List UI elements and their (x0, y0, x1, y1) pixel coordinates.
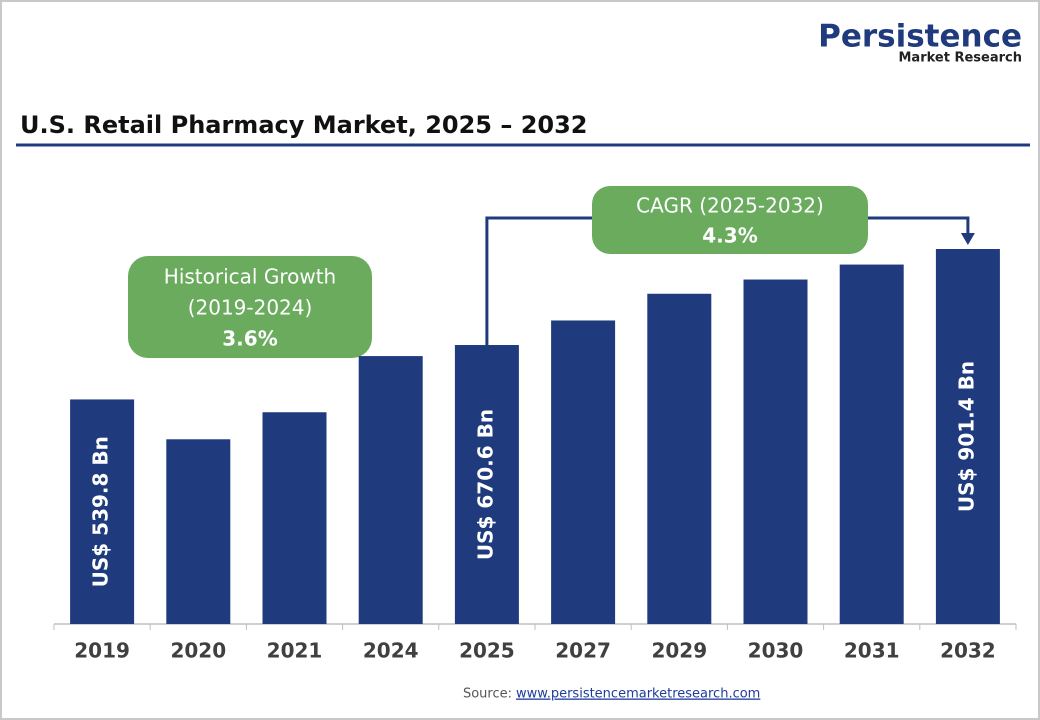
x-tick-label: 2025 (459, 639, 515, 663)
logo-name: Persistence (818, 19, 1022, 55)
bar (647, 293, 712, 624)
data-label: US$ 539.8 Bn (89, 436, 113, 587)
bar (262, 412, 327, 624)
bar (839, 264, 904, 624)
source-link[interactable]: www.persistencemarketresearch.com (516, 687, 760, 702)
annotation-text: CAGR (2025-2032) (636, 194, 824, 218)
chart-title: U.S. Retail Pharmacy Market, 2025 – 2032 (20, 111, 588, 139)
source-label: Source: (463, 687, 512, 702)
annotation-value: 4.3% (702, 224, 757, 248)
x-tick-label: 2020 (170, 639, 226, 663)
bar (358, 356, 423, 624)
x-tick-label: 2021 (267, 639, 323, 663)
bar (166, 439, 231, 624)
x-tick-label: 2030 (748, 639, 804, 663)
annotation-text: (2019-2024) (188, 296, 313, 320)
data-label: US$ 901.4 Bn (954, 361, 978, 512)
bar (743, 279, 808, 624)
x-tick-label: 2024 (363, 639, 419, 663)
bar (551, 320, 616, 624)
annotation-box (128, 256, 372, 358)
x-tick-label: 2019 (74, 639, 130, 663)
annotation-value: 3.6% (222, 327, 277, 351)
bar (454, 345, 519, 624)
arrow-head (960, 233, 975, 245)
annotation-box (592, 186, 868, 254)
bar (70, 399, 135, 624)
data-label: US$ 670.6 Bn (473, 409, 497, 560)
x-tick-label: 2032 (940, 639, 996, 663)
logo-subtitle: Market Research (899, 51, 1023, 66)
x-tick-label: 2027 (555, 639, 611, 663)
x-tick-label: 2031 (844, 639, 900, 663)
bar (935, 249, 1000, 624)
x-tick-label: 2029 (651, 639, 707, 663)
annotation-text: Historical Growth (164, 265, 336, 289)
